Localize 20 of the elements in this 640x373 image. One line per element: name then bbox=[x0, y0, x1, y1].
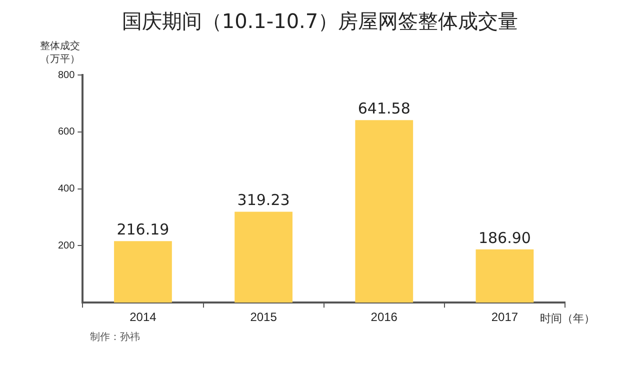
x-tick-label: 2017 bbox=[491, 310, 518, 324]
text: 制作：孙祎 bbox=[90, 330, 140, 344]
y-axis-title: 整体成交（万平） bbox=[39, 40, 81, 66]
bar bbox=[114, 241, 172, 303]
bar bbox=[476, 249, 534, 303]
data-label: 641.58 bbox=[358, 99, 410, 118]
data-label: 319.23 bbox=[237, 191, 290, 210]
data-label: 216.19 bbox=[116, 220, 170, 238]
y-tick-label: 800 bbox=[58, 70, 76, 81]
y-tick-label: 400 bbox=[58, 184, 76, 195]
bar bbox=[355, 120, 414, 303]
y-tick-label: 200 bbox=[58, 240, 76, 252]
x-tick-label: 2016 bbox=[370, 310, 398, 324]
y-tick-label: 600 bbox=[58, 126, 76, 138]
chart-title: 国庆期间（10.1-10.7）房屋网签整体成交量 bbox=[120, 8, 520, 35]
x-tick-label: 2014 bbox=[130, 310, 157, 324]
data-label: 186.90 bbox=[478, 228, 531, 247]
x-tick-label: 2015 bbox=[250, 310, 278, 324]
x-axis-title: 时间（年） bbox=[540, 311, 595, 326]
bar bbox=[234, 212, 292, 303]
